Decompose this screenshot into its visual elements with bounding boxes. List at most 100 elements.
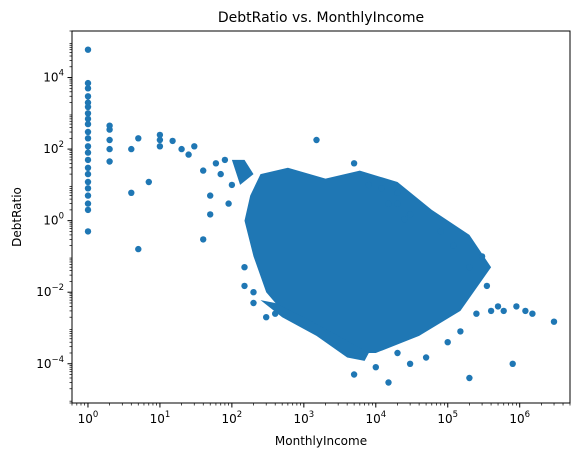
scatter-point [217, 170, 224, 178]
data-points [84, 46, 558, 386]
scatter-point [473, 310, 480, 317]
scatter-point [221, 156, 229, 164]
scatter-point [185, 151, 192, 158]
scatter-point [450, 242, 457, 249]
scatter-point [178, 145, 185, 153]
scatter-point [84, 149, 92, 156]
y-tick-label: 10−2 [36, 283, 64, 299]
y-tick-label: 104 [43, 69, 64, 85]
scatter-point [478, 253, 486, 260]
x-tick-label: 106 [509, 410, 530, 426]
scatter-point [313, 136, 320, 144]
scatter-point [241, 264, 248, 271]
scatter-point [84, 178, 92, 186]
scatter-point [84, 115, 92, 123]
x-tick-label: 105 [437, 410, 458, 426]
scatter-point [156, 143, 164, 150]
y-tick-label: 10−4 [36, 355, 64, 371]
scatter-point [466, 264, 473, 271]
scatter-point [84, 93, 92, 100]
scatter-point [128, 189, 135, 196]
scatter-point [250, 299, 257, 307]
y-tick-label: 100 [43, 212, 64, 228]
scatter-point [135, 245, 142, 253]
scatter-point [522, 307, 529, 315]
scatter-point [350, 371, 358, 378]
scatter-point [200, 236, 207, 243]
scatter-point [350, 160, 358, 167]
scatter-point [513, 303, 520, 310]
scatter-point [84, 120, 92, 128]
scatter-point [487, 307, 495, 315]
scatter-point [401, 216, 408, 223]
x-tick-label: 100 [78, 410, 99, 426]
scatter-point [156, 136, 164, 144]
scatter-point [84, 228, 92, 235]
scatter-point [84, 156, 92, 164]
scatter-point [385, 379, 392, 386]
scatter-point [84, 164, 92, 171]
scatter-point [509, 360, 516, 367]
scatter-point [272, 310, 279, 317]
scatter-point [437, 228, 444, 235]
dense-point-cloud [231, 159, 492, 361]
x-tick-label: 102 [222, 410, 243, 426]
point-cloud-region [260, 300, 369, 361]
scatter-point [84, 46, 92, 53]
scatter-point [529, 310, 536, 317]
scatter-point [156, 131, 164, 139]
scatter-point [207, 211, 214, 218]
scatter-point [128, 145, 135, 153]
scatter-point [394, 349, 401, 357]
scatter-point [228, 181, 236, 189]
scatter-point [494, 303, 502, 310]
scatter-point [483, 282, 491, 290]
scatter-point [406, 211, 414, 218]
scatter-point [135, 135, 142, 142]
scatter-point [207, 192, 214, 199]
scatter-point [84, 110, 92, 117]
scatter-point [241, 282, 248, 290]
x-tick-label: 101 [150, 410, 171, 426]
point-cloud-region [231, 159, 254, 185]
scatter-point [385, 200, 392, 207]
scatter-point [378, 185, 385, 192]
scatter-point [84, 200, 92, 207]
scatter-point [372, 364, 379, 371]
x-axis-label: MonthlyIncome [275, 434, 367, 448]
scatter-point [84, 103, 92, 111]
scatter-point [84, 85, 92, 92]
scatter-point [550, 318, 558, 325]
scatter-point [225, 200, 232, 207]
scatter-point [84, 143, 92, 150]
scatter-point [200, 167, 207, 174]
y-axis: 10−4 10−2 100 102 104 [36, 30, 72, 404]
scatter-point [500, 307, 507, 315]
scatter-point [394, 189, 401, 196]
scatter-point [191, 143, 198, 150]
y-tick-label: 102 [43, 140, 64, 156]
point-cloud-region [244, 167, 492, 353]
scatter-point [106, 158, 113, 165]
scatter-point [263, 314, 270, 321]
scatter-point [444, 339, 451, 346]
plot-frame [71, 30, 571, 404]
scatter-point [84, 185, 92, 192]
scatter-point [106, 136, 113, 144]
scatter-point [84, 99, 92, 106]
scatter-point [250, 289, 257, 296]
scatter-point [145, 178, 152, 186]
scatter-point [365, 181, 372, 189]
scatter-point [84, 170, 92, 178]
x-tick-label: 103 [293, 410, 314, 426]
scatter-point [106, 145, 113, 153]
y-axis-label: DebtRatio [10, 187, 24, 247]
scatter-point [457, 328, 464, 335]
scatter-point [84, 192, 92, 199]
chart-title: DebtRatio vs. MonthlyIncome [218, 10, 424, 26]
scatter-point [84, 79, 92, 87]
x-tick-label: 104 [365, 410, 386, 426]
scatter-point [169, 137, 176, 145]
